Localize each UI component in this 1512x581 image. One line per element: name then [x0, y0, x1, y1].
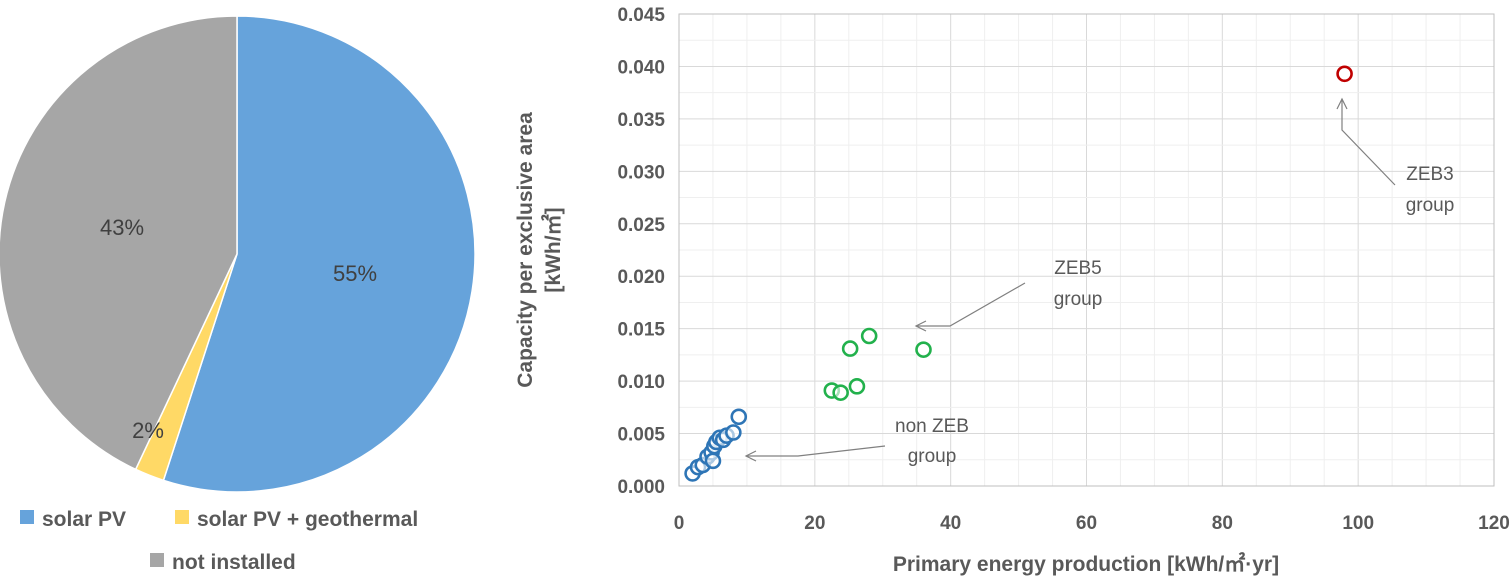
x-tick-label: 20 [804, 513, 825, 534]
annotation-non-zeb-line2: group [908, 446, 957, 467]
legend-swatch-solar-pv-geothermal [175, 510, 189, 524]
scatter-point-series-1 [848, 378, 866, 395]
arrow-zeb5 [916, 282, 1026, 327]
legend-label-not-installed: not installed [172, 551, 296, 574]
y-tick-label: 0.030 [617, 162, 665, 183]
y-tick-label: 0.000 [617, 477, 665, 498]
legend-label-solar-pv: solar PV [42, 508, 126, 531]
annotation-non-zeb-line1: non ZEB [895, 416, 969, 437]
scatter-point-series-1 [915, 341, 932, 358]
x-tick-label: 120 [1478, 513, 1510, 534]
pie-slice-not-installed [0, 15, 238, 471]
annotation-zeb5-line2: group [1054, 289, 1103, 310]
plot-area-border [678, 13, 1495, 487]
x-tick-label: 60 [1076, 513, 1097, 534]
scatter-point-series-0 [725, 424, 742, 441]
legend-label-solar-pv-geothermal: solar PV + geothermal [197, 508, 418, 531]
y-tick-label: 0.020 [617, 267, 665, 288]
x-axis-title: Primary energy production [kWh/㎡·yr] [893, 552, 1279, 576]
scatter-point-series-0 [704, 452, 722, 470]
arrow-head-zeb5 [914, 320, 927, 332]
pie-slice-solar-pv [162, 15, 476, 493]
x-tick-label: 80 [1212, 513, 1233, 534]
annotations: ZEB3 group ZEB5 group non ZEB group [895, 164, 1454, 467]
pie-chart: 55% 2% 43% solar PV solar PV + geotherma… [0, 15, 476, 574]
pie-label-solar-pv-geothermal: 2% [132, 418, 164, 443]
y-tick-label: 0.045 [617, 5, 665, 26]
annotation-zeb3-line1: ZEB3 [1406, 164, 1454, 185]
scatter-point-series-2 [1336, 65, 1353, 83]
y-tick-label: 0.010 [617, 372, 665, 393]
annotation-zeb5-line1: ZEB5 [1054, 258, 1102, 279]
x-tick-label: 40 [940, 513, 961, 534]
pie-label-solar-pv: 55% [333, 261, 377, 286]
scatter-chart: 0.000 0.005 0.010 0.015 0.020 0.025 0.030 0.035… [514, 5, 1510, 576]
arrow-head-zeb3 [1336, 97, 1348, 110]
x-tick-label: 0 [674, 513, 685, 534]
y-tick-label: 0.015 [617, 320, 665, 341]
annotation-zeb3-line2: group [1406, 195, 1455, 216]
y-tick-label: 0.040 [617, 57, 665, 78]
x-tick-label: 100 [1342, 513, 1374, 534]
pie-legend: solar PV solar PV + geothermal not insta… [20, 508, 418, 574]
scatter-point-series-0 [730, 408, 748, 426]
arrow-zeb3 [1341, 99, 1396, 186]
y-axis-title-line1: Capacity per exclusive area [514, 112, 537, 388]
legend-swatch-not-installed [150, 553, 164, 567]
arrow-head-non-zeb [744, 450, 757, 462]
scatter-point-series-1 [841, 340, 859, 357]
y-tick-label: 0.005 [617, 425, 665, 446]
annotation-arrows [744, 97, 1396, 462]
pie-label-not-installed: 43% [100, 215, 144, 240]
legend-swatch-solar-pv [20, 510, 34, 524]
y-tick-label: 0.035 [617, 110, 665, 131]
y-tick-label: 0.025 [617, 215, 665, 236]
y-axis-title-line2: [kWh/㎡] [541, 207, 565, 292]
scatter-point-series-1 [860, 327, 878, 345]
arrow-non-zeb [746, 445, 886, 457]
scatter-point-series-1 [832, 384, 849, 401]
